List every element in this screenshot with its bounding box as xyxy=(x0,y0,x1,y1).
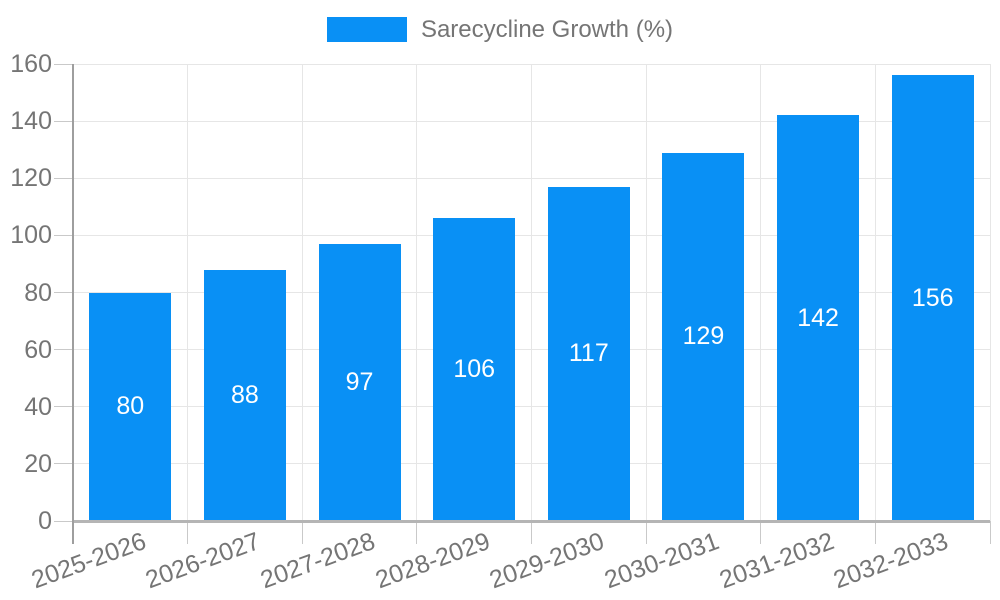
gridline-vertical xyxy=(531,64,532,521)
legend: Sarecycline Growth (%) xyxy=(0,17,1000,42)
y-axis-label: 40 xyxy=(24,392,52,421)
gridline-vertical xyxy=(416,64,418,521)
x-category-label: 2029-2030 xyxy=(486,527,609,595)
bar-value-label: 97 xyxy=(345,367,374,396)
y-axis-tick xyxy=(54,520,73,522)
y-axis-tick xyxy=(54,234,73,236)
y-axis-label: 160 xyxy=(10,50,52,78)
bar-value-label: 80 xyxy=(116,392,145,421)
y-axis-tick xyxy=(54,349,73,351)
y-axis-label: 100 xyxy=(10,221,52,250)
bar-value-label: 129 xyxy=(682,322,725,351)
x-category-label: 2031-2032 xyxy=(715,527,838,595)
bar-value-label: 117 xyxy=(568,339,609,368)
y-axis-tick xyxy=(54,120,73,122)
x-axis-tick xyxy=(187,521,189,544)
bar[interactable]: 129 xyxy=(662,152,745,521)
y-axis-label: 20 xyxy=(24,449,52,478)
bar[interactable]: 156 xyxy=(891,75,974,521)
bar[interactable]: 97 xyxy=(318,243,401,521)
gridline-vertical xyxy=(301,64,303,521)
x-axis-tick xyxy=(989,521,991,544)
bar-value-label: 88 xyxy=(231,380,259,409)
gridline-vertical xyxy=(760,64,762,521)
x-category-label: 2030-2031 xyxy=(600,527,723,595)
x-category-label: 2026-2027 xyxy=(142,527,265,595)
y-axis-label: 140 xyxy=(10,107,52,136)
y-axis-tick xyxy=(54,63,73,65)
y-axis-tick xyxy=(54,463,73,465)
bar-value-label: 142 xyxy=(797,303,839,332)
bar[interactable]: 117 xyxy=(547,186,630,521)
gridline-vertical xyxy=(874,64,876,521)
y-axis-tick xyxy=(54,292,73,293)
legend-label: Sarecycline Growth (%) xyxy=(420,16,674,43)
x-category-label: 2028-2029 xyxy=(371,527,494,595)
bar[interactable]: 106 xyxy=(433,218,516,521)
x-axis-tick xyxy=(645,521,647,544)
legend-swatch xyxy=(326,17,407,42)
x-axis-tick xyxy=(531,521,532,544)
gridline-vertical xyxy=(989,64,991,521)
y-axis-label: 0 xyxy=(38,507,52,535)
y-axis-label: 120 xyxy=(10,164,52,193)
x-axis-tick xyxy=(874,521,876,544)
y-axis-tick xyxy=(54,406,73,408)
x-category-label: 2025-2026 xyxy=(27,527,150,595)
bar[interactable]: 80 xyxy=(89,292,172,521)
bar[interactable]: 142 xyxy=(777,115,860,521)
bar-value-label: 106 xyxy=(453,355,496,384)
gridline-vertical xyxy=(187,64,189,521)
y-axis-label: 60 xyxy=(24,335,52,364)
bar-value-label: 156 xyxy=(911,283,954,312)
x-category-label: 2027-2028 xyxy=(256,527,379,595)
y-axis-tick xyxy=(54,177,73,179)
bar[interactable]: 88 xyxy=(203,269,286,521)
x-category-label: 2032-2033 xyxy=(829,527,952,595)
y-axis-label: 80 xyxy=(24,278,52,307)
x-axis-tick xyxy=(416,521,418,544)
x-axis-tick xyxy=(760,521,762,544)
gridline-vertical xyxy=(645,64,647,521)
x-axis-line xyxy=(73,520,990,523)
y-axis-line xyxy=(72,64,74,544)
x-axis-tick xyxy=(301,521,303,544)
